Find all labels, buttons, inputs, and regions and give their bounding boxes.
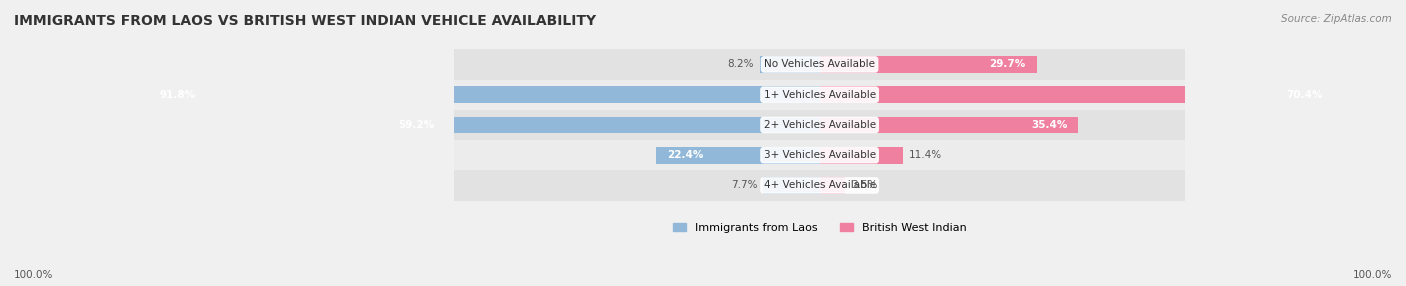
Bar xyxy=(655,147,820,164)
Text: 22.4%: 22.4% xyxy=(666,150,703,160)
Bar xyxy=(759,56,820,73)
Text: 35.4%: 35.4% xyxy=(1031,120,1067,130)
Bar xyxy=(454,110,1185,140)
Bar xyxy=(820,86,1334,103)
Bar xyxy=(763,177,820,194)
Bar xyxy=(820,147,903,164)
Text: 11.4%: 11.4% xyxy=(908,150,942,160)
Text: 4+ Vehicles Available: 4+ Vehicles Available xyxy=(763,180,876,190)
Text: 3.5%: 3.5% xyxy=(851,180,877,190)
Text: 100.0%: 100.0% xyxy=(14,270,53,280)
Bar xyxy=(454,49,1185,80)
Text: 8.2%: 8.2% xyxy=(727,59,754,69)
Text: 7.7%: 7.7% xyxy=(731,180,758,190)
Text: 29.7%: 29.7% xyxy=(990,59,1026,69)
Text: Source: ZipAtlas.com: Source: ZipAtlas.com xyxy=(1281,14,1392,24)
Bar xyxy=(454,170,1185,200)
Bar xyxy=(454,140,1185,170)
Bar xyxy=(820,177,845,194)
Bar xyxy=(820,56,1036,73)
Text: 3+ Vehicles Available: 3+ Vehicles Available xyxy=(763,150,876,160)
Text: 100.0%: 100.0% xyxy=(1353,270,1392,280)
Legend: Immigrants from Laos, British West Indian: Immigrants from Laos, British West India… xyxy=(668,219,972,237)
Bar xyxy=(149,86,820,103)
Text: 59.2%: 59.2% xyxy=(398,120,434,130)
Text: 70.4%: 70.4% xyxy=(1286,90,1323,100)
Text: 91.8%: 91.8% xyxy=(159,90,195,100)
Text: 2+ Vehicles Available: 2+ Vehicles Available xyxy=(763,120,876,130)
Text: No Vehicles Available: No Vehicles Available xyxy=(763,59,875,69)
Bar xyxy=(387,117,820,133)
Bar xyxy=(454,80,1185,110)
Text: 1+ Vehicles Available: 1+ Vehicles Available xyxy=(763,90,876,100)
Bar xyxy=(820,117,1078,133)
Text: IMMIGRANTS FROM LAOS VS BRITISH WEST INDIAN VEHICLE AVAILABILITY: IMMIGRANTS FROM LAOS VS BRITISH WEST IND… xyxy=(14,14,596,28)
